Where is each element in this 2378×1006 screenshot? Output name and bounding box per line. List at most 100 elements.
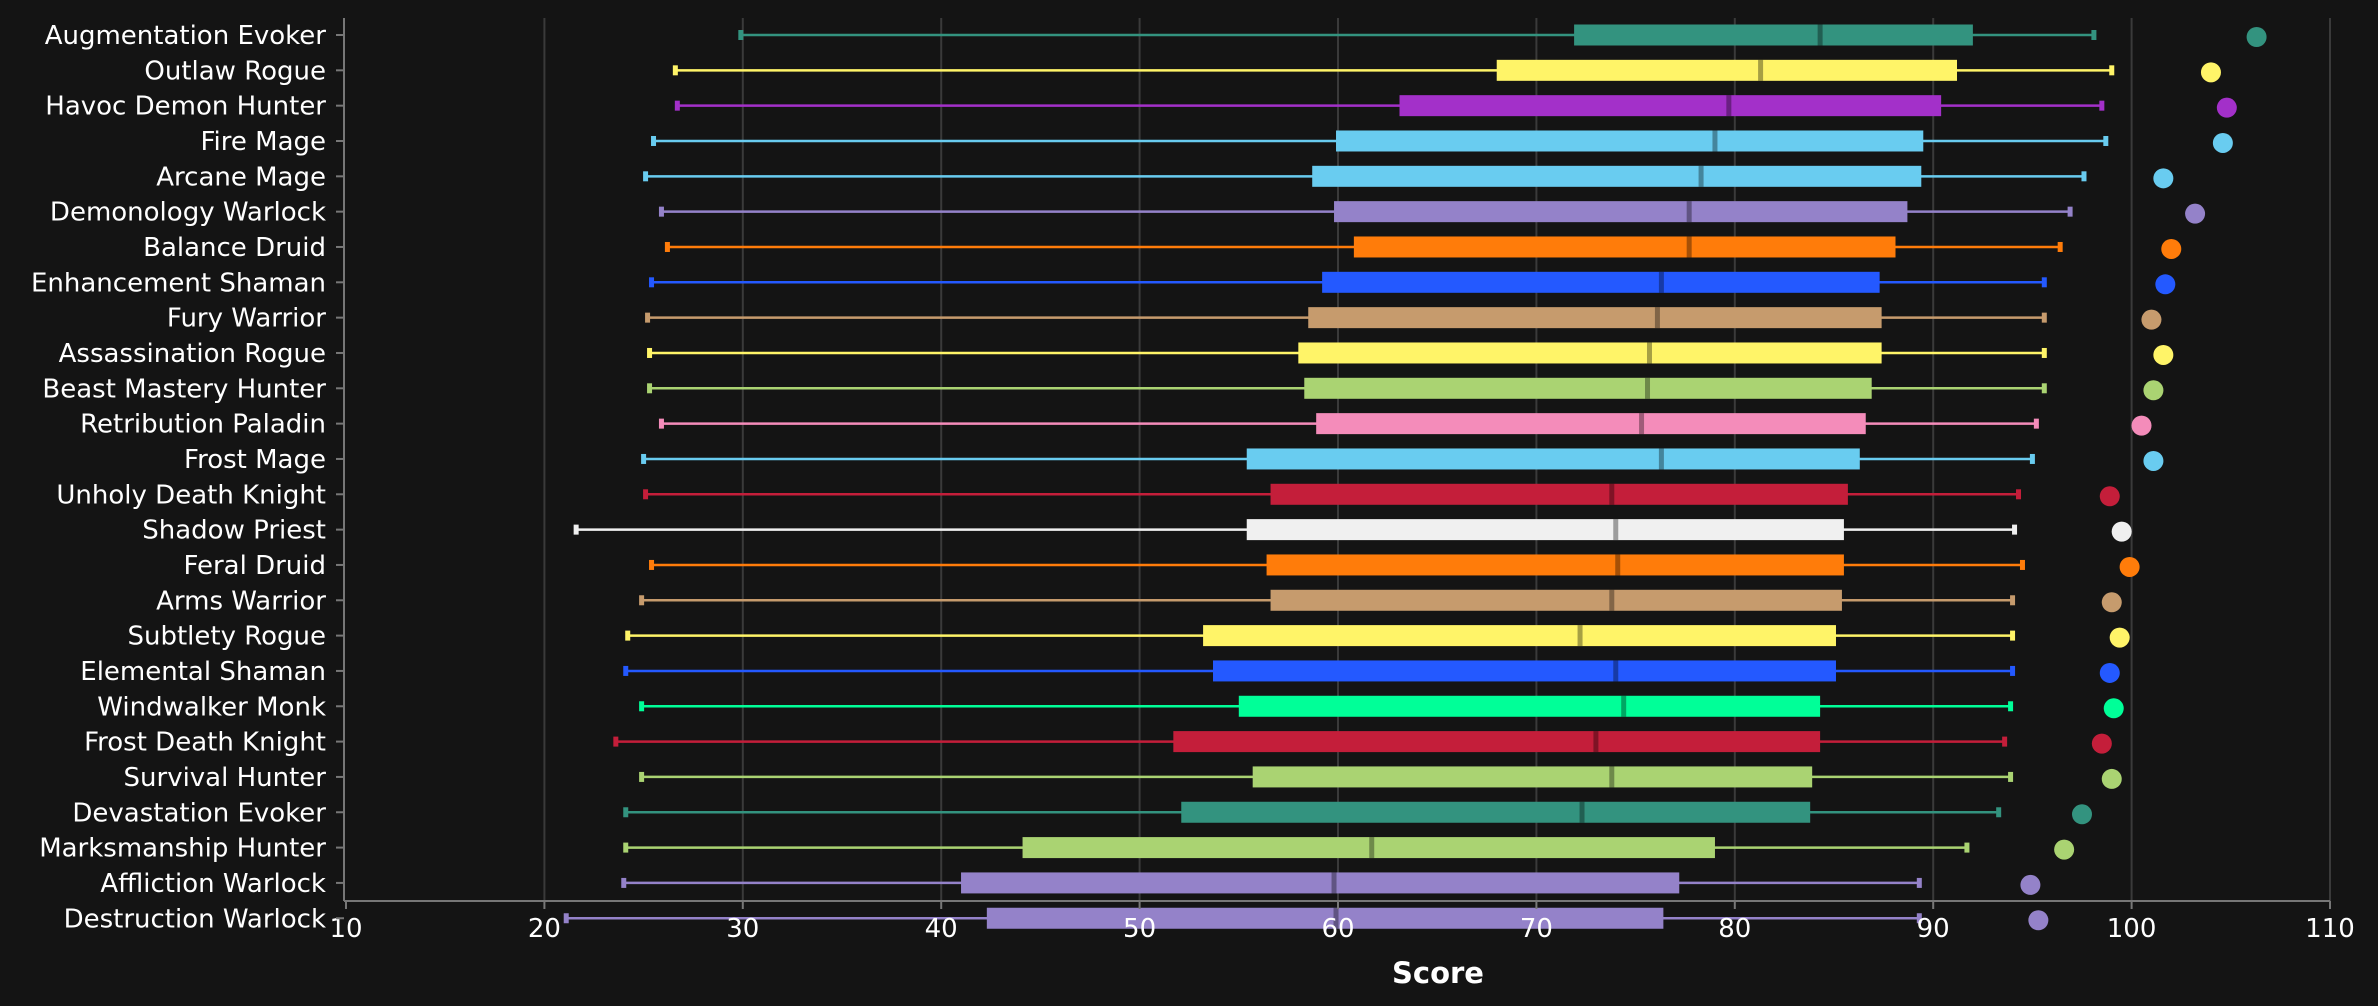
max-point [2099, 662, 2120, 683]
max-point [2119, 556, 2140, 577]
row-label: Arcane Mage [156, 162, 326, 192]
iqr-box [1308, 307, 1882, 329]
median-line [1646, 342, 1652, 364]
whisker-min-cap [651, 135, 657, 146]
plot-rows: Augmentation Evoker Outlaw Rogue Havoc Dem… [31, 21, 2267, 934]
whisker-min-cap [647, 347, 653, 358]
max-point [2131, 415, 2152, 436]
row-label: Devastation Evoker [72, 798, 326, 828]
x-tick-label: 80 [1718, 914, 1751, 944]
iqr-box [1322, 271, 1880, 293]
box-row: Elemental Shaman [80, 657, 2120, 687]
median-line [1645, 377, 1651, 399]
row-label: Affliction Warlock [100, 869, 326, 899]
max-point [2101, 592, 2122, 613]
x-tick-label: 40 [925, 914, 958, 944]
box-row: Havoc Demon Hunter [45, 92, 2237, 122]
whisker-min-cap [639, 771, 645, 782]
iqr-box [1496, 59, 1958, 81]
box-row: Balance Druid [143, 233, 2182, 263]
median-line [1615, 554, 1621, 576]
whisker-max-cap [2109, 65, 2115, 76]
whisker-min-cap [674, 100, 680, 111]
whisker-max-cap [2016, 489, 2022, 500]
whisker-max-cap [2041, 383, 2047, 394]
iqr-box [1334, 201, 1908, 223]
whisker-max-cap [2091, 30, 2097, 40]
median-line [1726, 95, 1732, 117]
row-label: Assassination Rogue [59, 339, 326, 369]
max-point [2155, 274, 2176, 295]
iqr-box [1312, 165, 1922, 187]
max-point [2109, 627, 2130, 648]
median-line [1658, 271, 1664, 293]
max-point [2246, 27, 2267, 47]
x-tick-label: 70 [1520, 914, 1553, 944]
median-line [1639, 413, 1645, 435]
iqr-box [1353, 236, 1896, 258]
box-row: Arms Warrior [156, 586, 2122, 616]
whisker-max-cap [2103, 135, 2109, 146]
whisker-min-cap [658, 418, 664, 429]
median-line [1817, 24, 1823, 46]
x-tick-label: 100 [2107, 914, 2157, 944]
iqr-box [1298, 342, 1882, 364]
whisker-max-cap [2081, 171, 2087, 182]
box-row: Windwalker Monk [97, 692, 2124, 722]
row-label: Feral Druid [183, 551, 326, 581]
iqr-box [986, 907, 1664, 929]
max-point [2072, 804, 2092, 825]
max-point [2185, 203, 2206, 224]
box-row: Survival Hunter [124, 763, 2122, 793]
whisker-min-cap [738, 30, 744, 40]
max-point [2216, 97, 2237, 118]
median-line [1658, 448, 1664, 470]
x-tick-label: 50 [1123, 914, 1156, 944]
whisker-max-cap [2008, 771, 2014, 782]
row-label: Survival Hunter [124, 763, 327, 793]
iqr-box [1213, 660, 1836, 682]
whisker-min-cap [573, 524, 579, 535]
max-point [2153, 344, 2174, 365]
x-tick-label: 20 [528, 914, 561, 944]
x-tick-label: 30 [726, 914, 759, 944]
max-point [2101, 768, 2122, 789]
box-row: Frost Mage [184, 445, 2164, 475]
iqr-box [1173, 731, 1821, 753]
whisker-min-cap [641, 453, 647, 464]
row-label: Fire Mage [200, 127, 326, 157]
iqr-box [1203, 625, 1836, 647]
whisker-max-cap [2019, 559, 2025, 570]
whisker-min-cap [621, 877, 627, 888]
whisker-max-cap [1916, 877, 1922, 888]
axes: 10 20 30 40 50 60 70 80 90 100 110 [329, 18, 2355, 944]
max-point [2143, 380, 2164, 401]
row-label: Arms Warrior [156, 586, 326, 616]
row-label: Fury Warrior [167, 304, 326, 334]
box-row: Fire Mage [200, 127, 2233, 157]
box-row: Feral Druid [183, 551, 2140, 581]
whisker-min-cap [643, 171, 649, 182]
max-point [2099, 486, 2120, 507]
row-label: Subtlety Rogue [127, 622, 326, 652]
iqr-box [1252, 766, 1813, 788]
whisker-min-cap [623, 842, 629, 853]
median-line [1712, 130, 1718, 152]
box-row: Unholy Death Knight [56, 480, 2120, 510]
whisker-max-cap [2099, 100, 2105, 111]
max-point [2200, 62, 2221, 83]
box-row: Demonology Warlock [50, 198, 2206, 228]
whisker-max-cap [2029, 453, 2035, 464]
box-row: Beast Mastery Hunter [42, 374, 2164, 404]
x-tick-label: 10 [329, 914, 362, 944]
box-row: Fury Warrior [167, 304, 2162, 334]
whisker-max-cap [2012, 524, 2018, 535]
whisker-min-cap [563, 913, 569, 924]
whisker-min-cap [643, 489, 649, 500]
whisker-max-cap [1996, 807, 2002, 818]
whisker-max-cap [1964, 842, 1970, 853]
median-line [1698, 165, 1704, 187]
x-tick-label: 110 [2305, 914, 2355, 944]
box-row: Devastation Evoker [72, 798, 2092, 828]
whisker-min-cap [672, 65, 678, 76]
